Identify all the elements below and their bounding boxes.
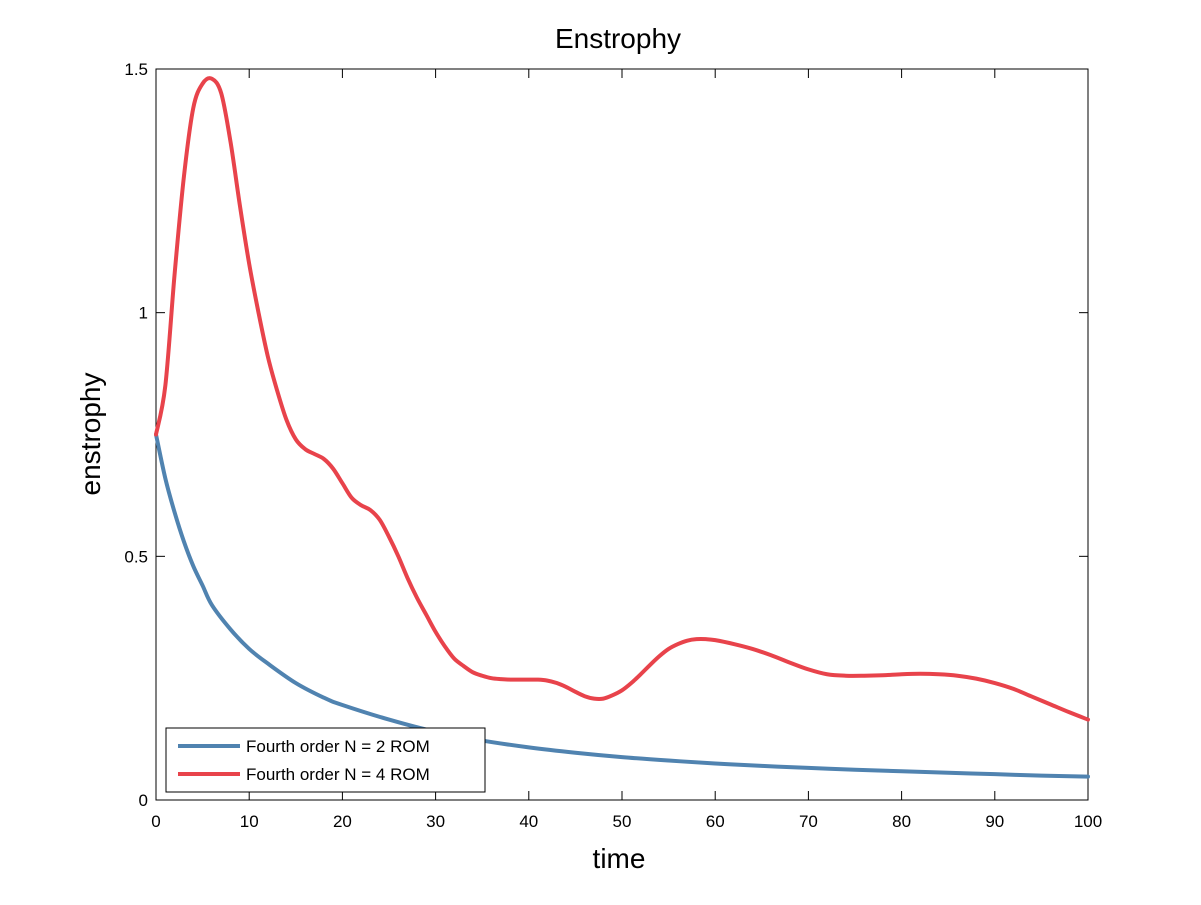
x-tick-label: 90 [985,812,1004,831]
legend-label-n2: Fourth order N = 2 ROM [246,737,430,756]
series-line-n4 [154,76,1090,722]
x-tick-label: 100 [1074,812,1102,831]
x-tick-label: 80 [892,812,911,831]
y-tick-label: 0 [139,791,148,810]
y-axis-title: enstrophy [75,373,106,496]
x-tick-label: 0 [151,812,160,831]
x-tick-label: 10 [240,812,259,831]
legend: Fourth order N = 2 ROM Fourth order N = … [165,727,486,793]
x-tick-label: 30 [426,812,445,831]
x-tick-label: 50 [613,812,632,831]
x-tick-label: 40 [519,812,538,831]
x-tick-label: 70 [799,812,818,831]
x-tick-label: 20 [333,812,352,831]
y-axis-ticks: 0 0.5 1 1.5 [124,60,1088,810]
legend-box [165,727,486,793]
legend-label-n4: Fourth order N = 4 ROM [246,765,430,784]
y-tick-label: 1.5 [124,60,148,79]
x-axis-title: time [593,843,646,874]
chart-title: Enstrophy [555,23,681,54]
x-axis-ticks: 0 10 20 30 40 50 60 70 80 90 100 [151,69,1102,831]
y-tick-label: 1 [139,304,148,323]
y-tick-label: 0.5 [124,547,148,566]
x-tick-label: 60 [706,812,725,831]
